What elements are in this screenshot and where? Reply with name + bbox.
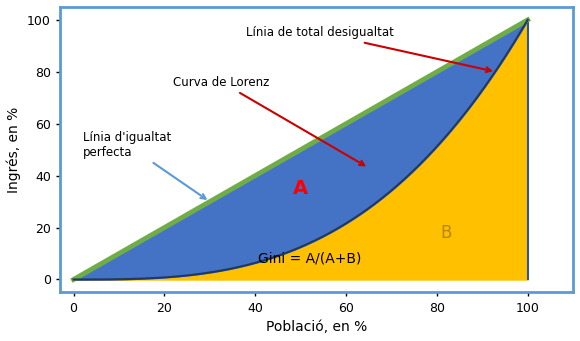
Text: Línia de total desigualtat: Línia de total desigualtat bbox=[246, 26, 491, 72]
Text: Curva de Lorenz: Curva de Lorenz bbox=[173, 76, 364, 165]
Text: B: B bbox=[440, 224, 452, 242]
Text: Gini = A/(A+B): Gini = A/(A+B) bbox=[258, 252, 361, 266]
Text: Línia d'igualtat
perfecta: Línia d'igualtat perfecta bbox=[82, 131, 205, 199]
Y-axis label: Ingrés, en %: Ingrés, en % bbox=[7, 107, 21, 193]
X-axis label: Població, en %: Població, en % bbox=[266, 320, 367, 334]
Text: A: A bbox=[293, 179, 308, 198]
